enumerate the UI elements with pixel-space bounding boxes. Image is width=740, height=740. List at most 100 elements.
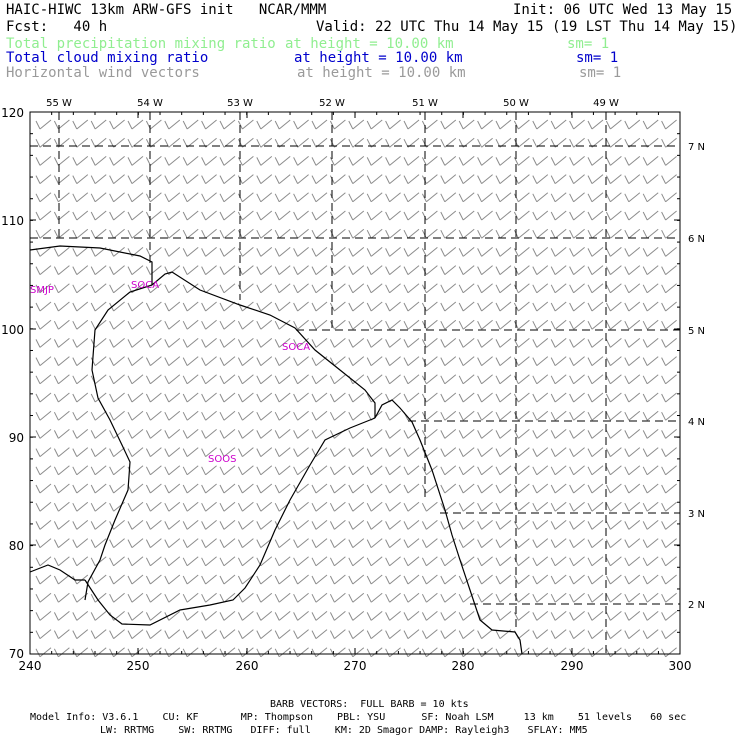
wind-barb bbox=[624, 338, 641, 348]
wind-barb bbox=[109, 319, 125, 330]
wind-barb bbox=[569, 283, 585, 294]
wind-barb bbox=[201, 410, 217, 421]
wind-barb bbox=[661, 174, 677, 184]
lat-label: 3 N bbox=[688, 509, 705, 520]
wind-barb bbox=[145, 301, 162, 312]
wind-barb bbox=[348, 283, 365, 294]
wind-barb bbox=[440, 156, 457, 166]
wind-barb bbox=[421, 483, 438, 494]
wind-barb bbox=[90, 210, 107, 221]
wind-barb bbox=[53, 629, 70, 639]
wind-barb bbox=[274, 629, 291, 639]
wind-barb bbox=[624, 247, 641, 257]
lon-label: 54 W bbox=[137, 98, 163, 109]
wind-barb bbox=[90, 338, 107, 348]
wind-barb bbox=[145, 319, 162, 330]
wind-barb bbox=[35, 447, 52, 457]
wind-barb bbox=[385, 356, 401, 366]
wind-barb bbox=[237, 156, 254, 166]
wind-barb bbox=[385, 429, 401, 439]
wind-barb bbox=[145, 247, 162, 257]
wind-barb bbox=[642, 319, 659, 330]
wind-barb bbox=[569, 338, 585, 348]
wind-barb bbox=[164, 156, 181, 166]
wind-barb bbox=[458, 192, 475, 203]
wind-barb bbox=[661, 556, 677, 567]
wind-barb bbox=[587, 483, 604, 494]
wind-barb bbox=[495, 156, 512, 166]
wind-barb bbox=[661, 629, 677, 639]
wind-barb bbox=[477, 629, 493, 639]
wind-barb bbox=[201, 247, 217, 257]
wind-barb bbox=[201, 374, 217, 385]
wind-barb bbox=[53, 447, 70, 457]
wind-barb bbox=[72, 265, 89, 275]
wind-barb bbox=[605, 611, 622, 621]
wind-barb bbox=[256, 483, 273, 494]
wind-barb bbox=[440, 228, 457, 239]
wind-barb bbox=[53, 174, 70, 184]
wind-barb bbox=[311, 192, 328, 203]
wind-barb bbox=[421, 247, 438, 257]
wind-barb bbox=[605, 629, 622, 639]
wind-barb bbox=[661, 356, 677, 366]
wind-barb bbox=[145, 156, 162, 166]
wind-barb bbox=[495, 647, 512, 658]
wind-barb bbox=[642, 392, 659, 403]
wind-barb bbox=[550, 410, 567, 421]
wind-barb bbox=[182, 429, 199, 439]
wind-barb bbox=[403, 429, 420, 439]
wind-barb bbox=[237, 447, 254, 457]
wind-barb bbox=[182, 338, 199, 348]
wind-map: 240 250 260 270 280 290 300 70 80 90 100… bbox=[1, 98, 705, 673]
wind-barb bbox=[293, 356, 309, 366]
wind-barb bbox=[366, 647, 383, 658]
field-2-name: Total cloud mixing ratio bbox=[6, 50, 209, 66]
wind-barb bbox=[109, 392, 125, 403]
wind-barb bbox=[90, 410, 107, 421]
wind-barb bbox=[72, 356, 89, 366]
wind-barb bbox=[35, 483, 52, 494]
wind-barb bbox=[219, 338, 236, 348]
wind-barb bbox=[532, 392, 549, 403]
wind-barb bbox=[421, 629, 438, 639]
wind-barb bbox=[605, 156, 622, 166]
wind-barb bbox=[201, 228, 217, 239]
wind-barb bbox=[72, 119, 89, 130]
wind-barb bbox=[385, 629, 401, 639]
wind-barb bbox=[109, 192, 125, 203]
y-tick-label: 100 bbox=[1, 323, 24, 337]
wind-barb bbox=[293, 611, 309, 621]
wind-barb bbox=[237, 283, 254, 294]
wind-barb bbox=[219, 592, 236, 603]
wind-barb bbox=[274, 647, 291, 658]
wind-barb bbox=[587, 520, 604, 530]
wind-barb bbox=[293, 247, 309, 257]
wind-barb bbox=[458, 465, 475, 476]
wind-barb bbox=[182, 592, 199, 603]
wind-barb bbox=[348, 574, 365, 585]
map-frame bbox=[29, 111, 681, 655]
wind-barb bbox=[35, 283, 52, 294]
wind-barb bbox=[624, 574, 641, 585]
wind-barb bbox=[403, 247, 420, 257]
wind-barb bbox=[421, 228, 438, 239]
wind-barb bbox=[237, 611, 254, 621]
wind-barb bbox=[642, 228, 659, 239]
wind-barb bbox=[477, 319, 493, 330]
wind-barb bbox=[661, 647, 677, 658]
wind-barb bbox=[182, 611, 199, 621]
wind-barb bbox=[329, 483, 346, 494]
wind-barb bbox=[90, 265, 107, 275]
wind-barb bbox=[53, 319, 70, 330]
wind-barb bbox=[458, 447, 475, 457]
wind-barb bbox=[274, 374, 291, 385]
wind-barb bbox=[145, 174, 162, 184]
wind-barb bbox=[587, 283, 604, 294]
wind-barb bbox=[661, 228, 677, 239]
wind-barb bbox=[219, 356, 236, 366]
wind-barb bbox=[35, 592, 52, 603]
wind-barb bbox=[72, 465, 89, 476]
wind-barb bbox=[311, 210, 328, 221]
wind-barb bbox=[421, 520, 438, 530]
